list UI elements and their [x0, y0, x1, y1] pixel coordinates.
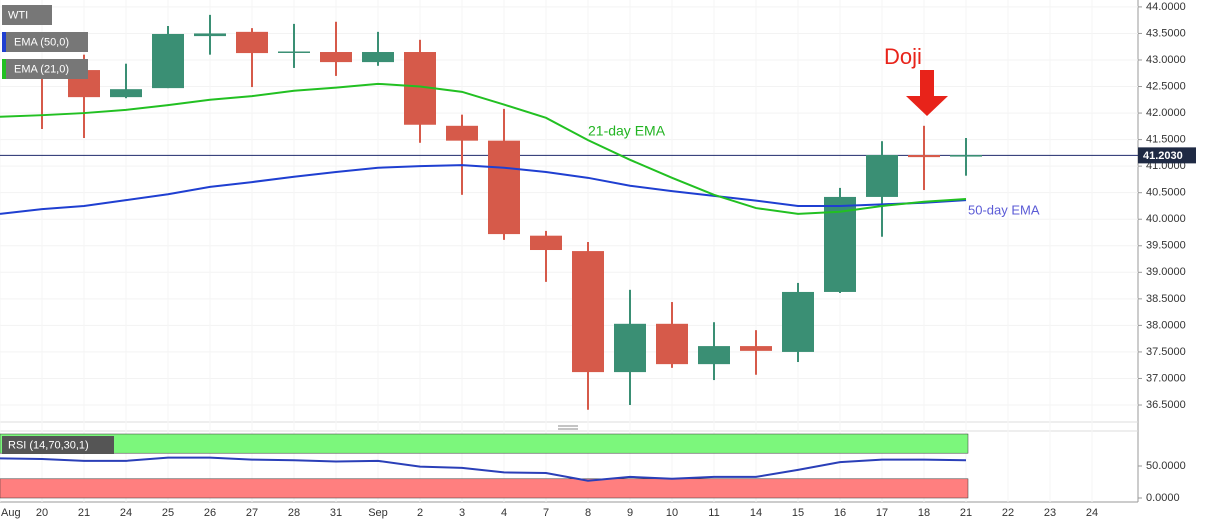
legend-swatch — [2, 59, 6, 79]
x-tick-label: 9 — [627, 507, 633, 519]
y-tick-label: 0.0000 — [1146, 492, 1180, 504]
y-tick-label: 40.0000 — [1146, 213, 1186, 225]
y-tick-label: 39.5000 — [1146, 240, 1186, 252]
x-tick-label: 22 — [1002, 507, 1014, 519]
x-tick-label: 23 — [1044, 507, 1056, 519]
y-tick-label: 50.0000 — [1146, 460, 1186, 472]
x-tick-label: 18 — [918, 507, 930, 519]
x-tick-label: 2 — [417, 507, 423, 519]
candle-body — [656, 323, 688, 365]
y-tick-label: 36.5000 — [1146, 399, 1186, 411]
candle-body — [320, 52, 352, 63]
candle-body — [362, 52, 394, 63]
legend-entry: EMA (21,0) — [14, 63, 69, 75]
candle-body — [278, 51, 310, 53]
candle-body — [194, 33, 226, 37]
x-tick-label: Aug — [1, 507, 21, 519]
x-tick-label: 21 — [78, 507, 90, 519]
candle-body — [152, 33, 184, 89]
legend-title: WTI — [8, 9, 28, 21]
y-tick-label: 40.5000 — [1146, 187, 1186, 199]
arrow-head — [906, 96, 948, 116]
x-tick-label: 10 — [666, 507, 678, 519]
candle-body — [488, 140, 520, 235]
x-tick-label: 8 — [585, 507, 591, 519]
arrow-shaft — [920, 70, 934, 98]
x-tick-label: 17 — [876, 507, 888, 519]
legend-box — [2, 59, 88, 79]
price-tag-label: 41.2030 — [1143, 150, 1183, 162]
candle-body — [782, 291, 814, 352]
x-tick-label: 16 — [834, 507, 846, 519]
x-tick-label: 24 — [120, 507, 132, 519]
legend-entry: EMA (50,0) — [14, 36, 69, 48]
rsi-line — [0, 456, 967, 482]
y-tick-label: 43.0000 — [1146, 54, 1186, 66]
y-tick-label: 38.0000 — [1146, 319, 1186, 331]
annotation: 21-day EMA — [588, 123, 666, 139]
y-tick-label: 37.5000 — [1146, 346, 1186, 358]
x-tick-label: 11 — [708, 507, 719, 519]
x-tick-label: 7 — [543, 507, 549, 519]
candle-body — [110, 89, 142, 98]
rsi-band — [0, 478, 969, 499]
ema-line — [0, 82, 967, 215]
legend-swatch — [2, 32, 6, 52]
candle-body — [866, 154, 898, 197]
rsi-label: RSI (14,70,30,1) — [8, 439, 89, 451]
x-tick-label: 27 — [246, 507, 258, 519]
annotation: 50-day EMA — [968, 202, 1040, 217]
candle-body — [614, 323, 646, 373]
candle-body — [530, 235, 562, 251]
y-tick-label: 39.0000 — [1146, 266, 1186, 278]
x-tick-label: 26 — [204, 507, 216, 519]
legend-box — [2, 32, 88, 52]
x-tick-label: Sep — [368, 507, 388, 519]
y-tick-label: 43.5000 — [1146, 27, 1186, 39]
x-tick-label: 15 — [792, 507, 804, 519]
y-tick-label: 41.5000 — [1146, 134, 1186, 146]
x-tick-label: 24 — [1086, 507, 1098, 519]
y-tick-label: 42.0000 — [1146, 107, 1186, 119]
y-tick-label: 37.0000 — [1146, 372, 1186, 384]
candle-body — [446, 125, 478, 141]
legend-box — [2, 5, 52, 25]
legend-box — [2, 436, 114, 454]
x-tick-label: 14 — [750, 507, 762, 519]
candle-body — [572, 251, 604, 373]
candle-body — [236, 31, 268, 54]
x-tick-label: 20 — [36, 507, 48, 519]
y-tick-label: 44.0000 — [1146, 1, 1186, 13]
price-tag — [1138, 147, 1196, 164]
x-tick-label: 25 — [162, 507, 174, 519]
candle-body — [698, 346, 730, 365]
x-tick-label: 3 — [459, 507, 465, 519]
x-tick-label: 21 — [960, 507, 972, 519]
y-tick-label: 38.5000 — [1146, 293, 1186, 305]
y-tick-label: 42.5000 — [1146, 80, 1186, 92]
annotation: Doji — [884, 44, 922, 69]
x-tick-label: 28 — [288, 507, 300, 519]
candle-body — [740, 346, 772, 351]
x-tick-label: 31 — [330, 507, 342, 519]
plot-layer: 36.5000 37.0000 37.5000 38.0000 38.5000 39.00… — [0, 0, 1186, 519]
rsi-band — [0, 433, 969, 454]
x-tick-label: 4 — [501, 507, 507, 519]
candle-body — [908, 154, 940, 158]
ema-line — [0, 164, 967, 215]
candle-body — [950, 154, 982, 157]
